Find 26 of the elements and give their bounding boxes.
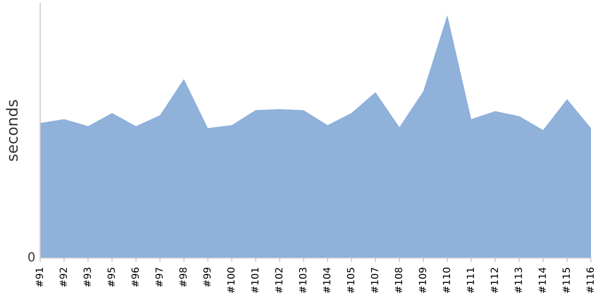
x-tick-label: #92 xyxy=(60,268,67,287)
x-tick-label: #107 xyxy=(370,268,378,293)
x-tick-label: #101 xyxy=(251,268,259,293)
x-tick-label: #112 xyxy=(490,268,498,293)
x-tick-label: #95 xyxy=(108,268,115,287)
x-tick-label: #115 xyxy=(562,268,570,293)
text: 0 xyxy=(28,252,35,262)
x-tick-label: #104 xyxy=(323,268,330,293)
x-tick-label: #105 xyxy=(346,268,354,293)
x-tick-label: #99 xyxy=(203,268,211,287)
x-tick-label: #93 xyxy=(84,268,91,287)
y-axis-title: seconds xyxy=(6,100,18,161)
x-tick-label: #98 xyxy=(179,268,187,287)
x-tick-label: #109 xyxy=(418,268,426,293)
x-tick-label: #108 xyxy=(394,268,402,293)
x-tick-label: #100 xyxy=(227,268,235,293)
x-tick-label: #116 xyxy=(586,268,594,293)
x-tick-label: #97 xyxy=(155,268,163,287)
x-tick-label: #111 xyxy=(466,268,474,293)
x-tick-label: #102 xyxy=(275,268,282,293)
x-tick-label: #114 xyxy=(538,268,546,293)
x-tick-label: #103 xyxy=(299,268,306,293)
x-tick-label: #113 xyxy=(514,268,522,293)
x-tick-label: #96 xyxy=(131,268,139,287)
x-tick-label: #91 xyxy=(36,268,44,287)
x-tick-label: #110 xyxy=(442,268,450,293)
